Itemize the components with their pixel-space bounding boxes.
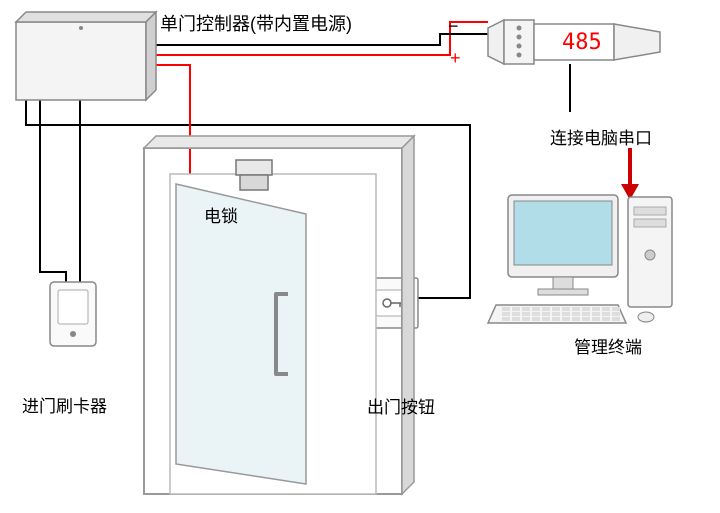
minus-label: − (448, 16, 459, 37)
terminal-label: 管理终端 (574, 333, 642, 358)
plus-label: + (450, 48, 461, 69)
connect-pc-label: 连接电脑串口 (550, 124, 652, 149)
exit-button-label: 出门按钮 (367, 393, 435, 418)
diagram-canvas (0, 0, 720, 513)
title-label: 单门控制器(带内置电源) (160, 10, 352, 36)
card-reader-label: 进门刷卡器 (22, 392, 107, 417)
lock-label: 电锁 (204, 202, 238, 227)
converter-code-label: 485 (562, 30, 602, 55)
